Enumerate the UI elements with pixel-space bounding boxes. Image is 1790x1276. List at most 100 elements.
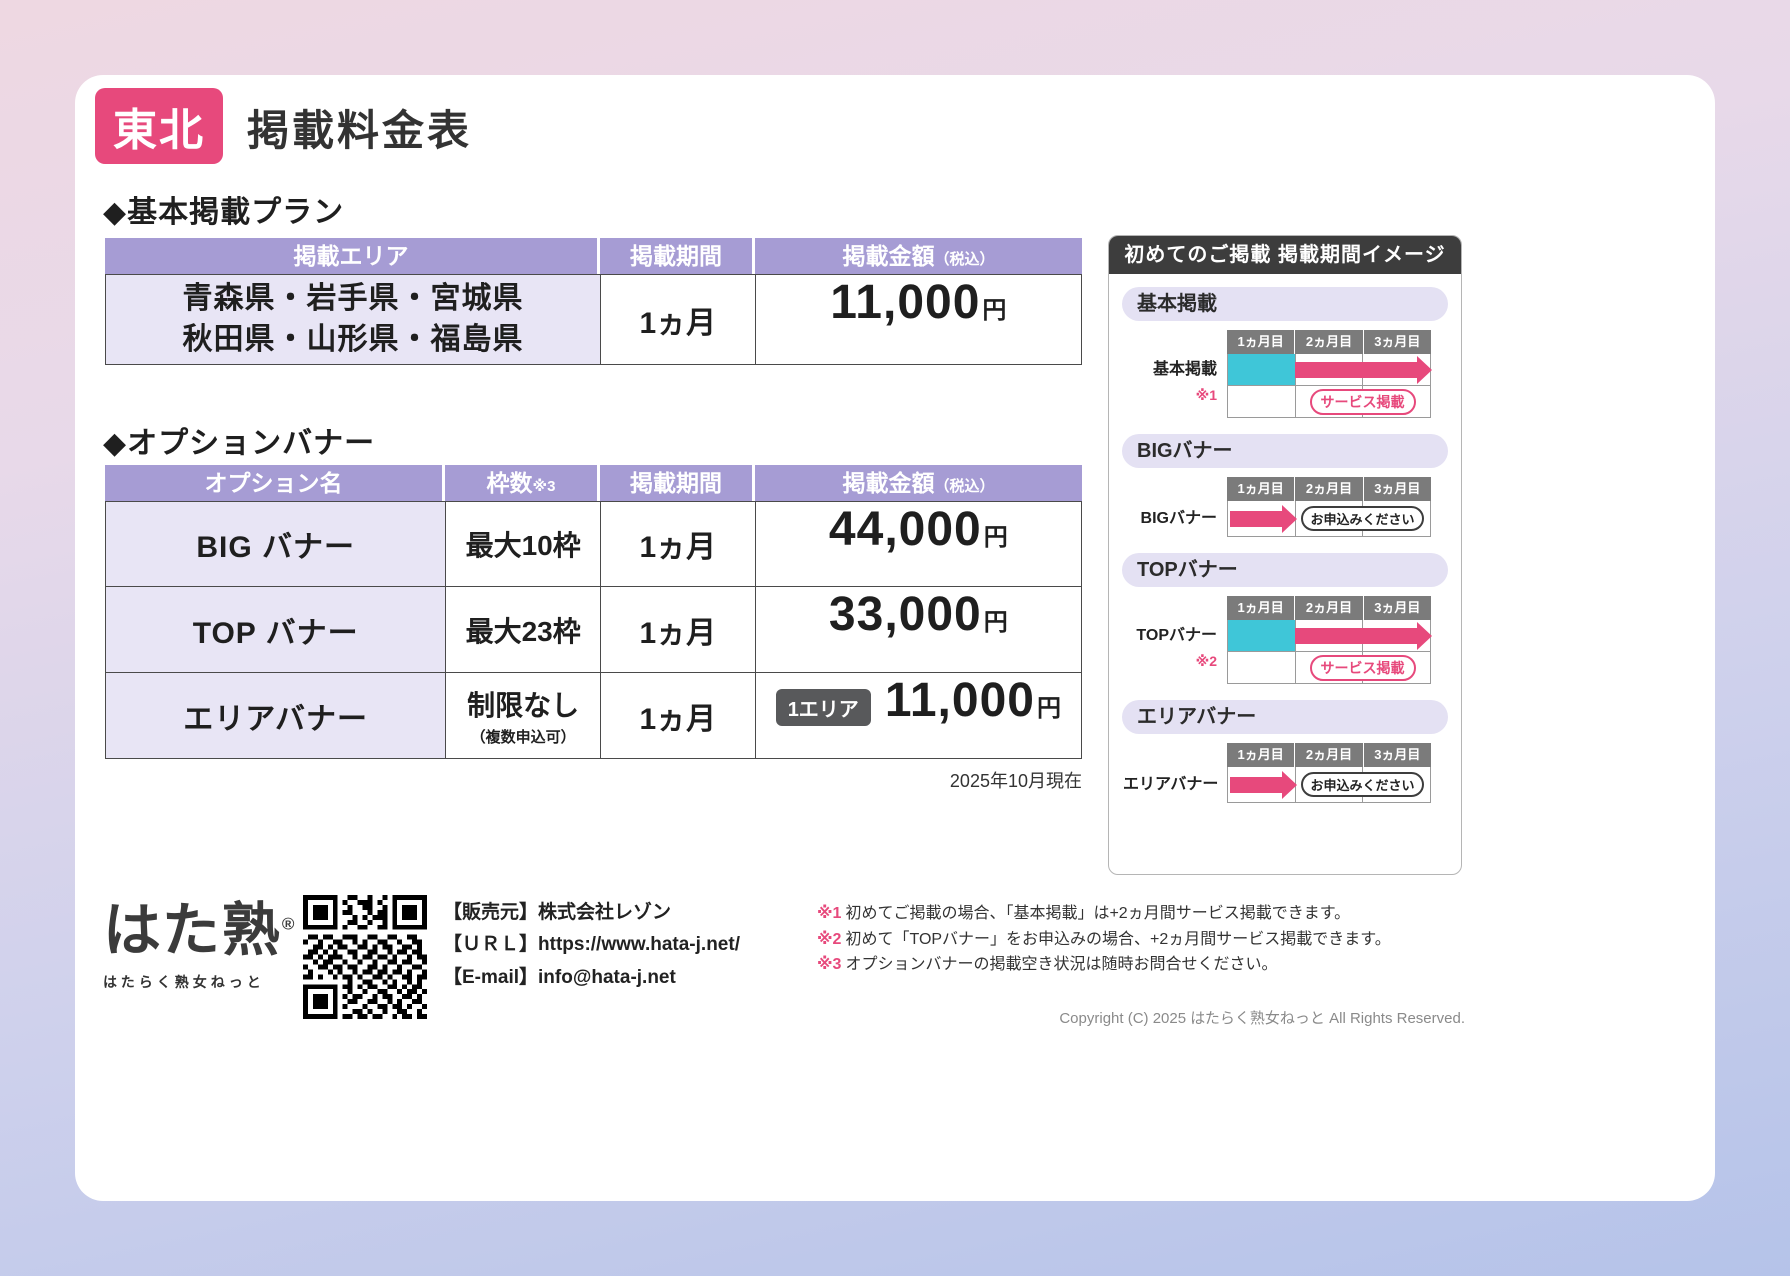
brand-logo: はた熟® はたらく熟女ねっと — [103, 899, 303, 992]
slots-cell: 最大10枠 — [445, 502, 600, 586]
schedule-panel: 初めてのご掲載 掲載期間イメージ 基本掲載 基本掲載 ※1 1ヵ月目 2ヵ月目 … — [1108, 235, 1462, 875]
timeline-bar-row: お申込みください — [1227, 501, 1431, 537]
timeline-label-note: ※2 — [1195, 653, 1217, 669]
footnote-mark: ※1 — [817, 905, 842, 922]
seller-value: 株式会社レゾン — [538, 902, 672, 923]
timeline-big-banner: BIGバナー 1ヵ月目 2ヵ月目 3ヵ月目 お申込みください — [1123, 477, 1461, 537]
table-row-big-banner: BIG バナー 最大10枠 1ヵ月 44,000 円 — [105, 501, 1082, 587]
paid-period-arrow — [1230, 770, 1297, 799]
area-unit-badge: 1エリア — [775, 689, 871, 726]
option-name-cell: TOP バナー — [106, 587, 446, 672]
service-period-arrow — [1295, 621, 1432, 650]
paid-period-bar — [1228, 620, 1295, 651]
timeline-label-text: エリアバナー — [1123, 776, 1219, 793]
timeline-month-header: 1ヵ月目 2ヵ月目 3ヵ月目 — [1227, 477, 1431, 501]
column-header-period: 掲載期間 — [600, 465, 755, 501]
slots-value: 制限なし — [467, 690, 580, 721]
slots-header-note: ※3 — [532, 478, 556, 495]
section-pill: BIGバナー — [1122, 434, 1448, 468]
email-label: 【E-mail】 — [443, 966, 539, 988]
timeline-label-note: ※1 — [1195, 387, 1217, 403]
service-badge: サービス掲載 — [1309, 388, 1416, 415]
apply-badge: お申込みください — [1301, 772, 1424, 797]
fee-cell: 1エリア 11,000 円 — [754, 673, 1081, 758]
timeline-label: 基本掲載 ※1 — [1123, 330, 1227, 418]
schedule-section-basic: 基本掲載 基本掲載 ※1 1ヵ月目 2ヵ月目 3ヵ月目 — [1109, 287, 1461, 418]
footnote-3: ※3 オプションバナーの掲載空き状況は随時お問合せください。 — [817, 952, 1417, 978]
service-badge: サービス掲載 — [1309, 654, 1416, 681]
registered-mark: ® — [281, 914, 297, 934]
timeline-grid: 1ヵ月目 2ヵ月目 3ヵ月目 お申込みください — [1227, 477, 1431, 537]
qr-code — [303, 895, 427, 1019]
fee-amount: 11,000 — [884, 674, 1035, 727]
column-header-period: 掲載期間 — [600, 238, 755, 274]
month-1-header: 1ヵ月目 — [1227, 477, 1295, 501]
fee-cell: 11,000 円 — [754, 275, 1081, 364]
fee-amount: 44,000 — [828, 503, 982, 556]
timeline-top-banner: TOPバナー ※2 1ヵ月目 2ヵ月目 3ヵ月目 — [1123, 596, 1461, 684]
seller-line: 【販売元】株式会社レゾン — [443, 897, 740, 929]
month-3-header: 3ヵ月目 — [1362, 743, 1431, 767]
schedule-section-area-banner: エリアバナー エリアバナー 1ヵ月目 2ヵ月目 3ヵ月目 — [1109, 700, 1461, 803]
period-cell: 1ヵ月 — [599, 673, 755, 758]
month-2-header: 2ヵ月目 — [1294, 743, 1363, 767]
month-2-header: 2ヵ月目 — [1294, 330, 1363, 354]
fee-unit: 円 — [982, 297, 1007, 324]
slots-value: 最大10枠 — [465, 530, 581, 561]
timeline-label: エリアバナー — [1123, 743, 1227, 803]
area-line-1: 青森県・岩手県・宮城県 — [182, 282, 524, 315]
page-title: 掲載料金表 — [247, 107, 473, 154]
footnote-2: ※2 初めて「TOPバナー」をお申込みの場合、+2ヵ月間サービス掲載できます。 — [817, 927, 1417, 953]
column-header-fee: 掲載金額（税込） — [755, 465, 1082, 501]
timeline-grid: 1ヵ月目 2ヵ月目 3ヵ月目 — [1227, 330, 1432, 418]
schedule-section-big-banner: BIGバナー BIGバナー 1ヵ月目 2ヵ月目 3ヵ月目 — [1109, 434, 1461, 537]
area-line-2: 秋田県・山形県・福島県 — [182, 322, 524, 356]
option-name-cell: BIG バナー — [106, 502, 446, 586]
period-cell: 1ヵ月 — [599, 275, 755, 364]
footnote-mark: ※3 — [817, 956, 842, 974]
badge-wrap: お申込みください — [1295, 501, 1430, 536]
paid-period-arrow — [1230, 504, 1297, 533]
month-2-header: 2ヵ月目 — [1294, 596, 1363, 620]
basic-plan-table: 掲載エリア 掲載期間 掲載金額（税込） 青森県・岩手県・宮城県 秋田県・山形県・… — [105, 238, 1082, 365]
timeline-badge-row: サービス掲載 — [1227, 386, 1431, 418]
timeline-cell — [1294, 386, 1363, 417]
schedule-section-top-banner: TOPバナー TOPバナー ※2 1ヵ月目 2ヵ月目 3ヵ月目 — [1109, 553, 1461, 684]
fee-unit: 円 — [983, 524, 1008, 551]
slots-header-label: 枠数 — [486, 470, 533, 496]
timeline-grid: 1ヵ月目 2ヵ月目 3ヵ月目 お申込みください — [1227, 743, 1431, 803]
url-line: 【ＵＲＬ】https://www.hata-j.net/ — [443, 929, 740, 961]
logo-text: はた熟® — [103, 899, 303, 963]
timeline-label-text: 基本掲載 — [1152, 361, 1217, 378]
timeline-bar-row — [1227, 354, 1432, 386]
month-3-header: 3ヵ月目 — [1362, 596, 1431, 620]
column-header-slots: 枠数※3 — [445, 465, 600, 501]
table-row: 青森県・岩手県・宮城県 秋田県・山形県・福島県 1ヵ月 11,000 円 — [105, 274, 1082, 365]
slots-sub-note: （複数申込可） — [470, 729, 576, 746]
email-line: 【E-mail】info@hata-j.net — [443, 962, 740, 994]
timeline-basic: 基本掲載 ※1 1ヵ月目 2ヵ月目 3ヵ月目 — [1123, 330, 1461, 418]
as-of-date: 2025年10月現在 — [949, 771, 1082, 791]
period-cell: 1ヵ月 — [599, 502, 755, 586]
timeline-bar-row: お申込みください — [1227, 767, 1431, 803]
url-value: https://www.hata-j.net/ — [538, 934, 740, 956]
option-banner-table: オプション名 枠数※3 掲載期間 掲載金額（税込） BIG バナー 最大10枠 … — [105, 465, 1082, 759]
month-1-header: 1ヵ月目 — [1227, 596, 1295, 620]
timeline-grid: 1ヵ月目 2ヵ月目 3ヵ月目 — [1227, 596, 1432, 684]
logo-characters: はた熟 — [103, 898, 282, 963]
basic-plan-table-header: 掲載エリア 掲載期間 掲載金額（税込） — [105, 238, 1082, 274]
column-header-fee: 掲載金額（税込） — [755, 238, 1082, 274]
timeline-cell — [1228, 652, 1295, 683]
month-3-header: 3ヵ月目 — [1362, 330, 1431, 354]
column-header-option-name: オプション名 — [105, 465, 445, 501]
fee-cell: 44,000 円 — [754, 502, 1081, 586]
logo-subtitle: はたらく熟女ねっと — [103, 973, 265, 990]
fee-amount: 33,000 — [828, 588, 982, 641]
timeline-area-banner: エリアバナー 1ヵ月目 2ヵ月目 3ヵ月目 お申込みください — [1123, 743, 1461, 803]
section-pill: 基本掲載 — [1122, 287, 1448, 321]
basic-plan-heading: ◆基本掲載プラン — [103, 196, 345, 229]
service-period-arrow — [1295, 355, 1432, 384]
apply-badge: お申込みください — [1301, 506, 1424, 531]
option-table-header: オプション名 枠数※3 掲載期間 掲載金額（税込） — [105, 465, 1082, 501]
